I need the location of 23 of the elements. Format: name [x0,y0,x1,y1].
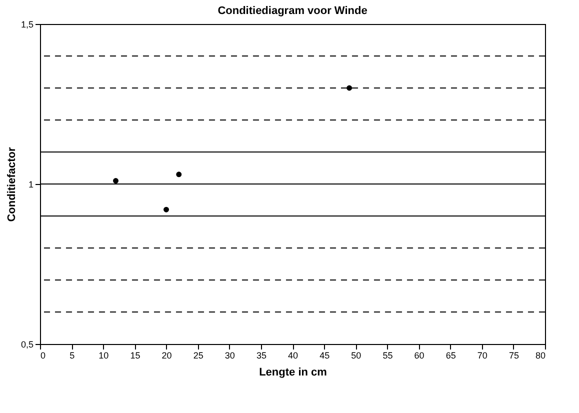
x-tick-label: 75 [508,350,519,360]
x-tick-label: 40 [288,350,298,360]
x-tick-label: 5 [70,350,75,360]
y-tick-label: 1 [28,180,34,190]
x-tick-label: 0 [40,350,46,360]
y-axis-title: Conditiefactor [6,146,18,222]
chart-title: Conditiediagram voor Winde [218,5,368,17]
x-axis-title: Lengte in cm [259,366,328,378]
x-tick-label: 35 [256,350,266,360]
x-tick-label: 20 [162,350,172,360]
x-tick-label: 25 [193,350,204,360]
x-tick-label: 60 [414,350,424,360]
x-tick-label: 70 [477,350,488,360]
x-tick-label: 45 [320,350,330,360]
x-tick-label: 80 [535,350,546,360]
x-tick-label: 30 [224,350,235,360]
y-tick-label: 1,5 [20,20,34,30]
x-tick-label: 10 [98,350,109,360]
x-tick-label: 50 [351,350,362,360]
x-tick-label: 65 [446,350,456,360]
y-tick-label: 0,5 [20,340,34,350]
x-tick-label: 15 [130,350,140,360]
x-tick-label: 55 [382,350,393,360]
